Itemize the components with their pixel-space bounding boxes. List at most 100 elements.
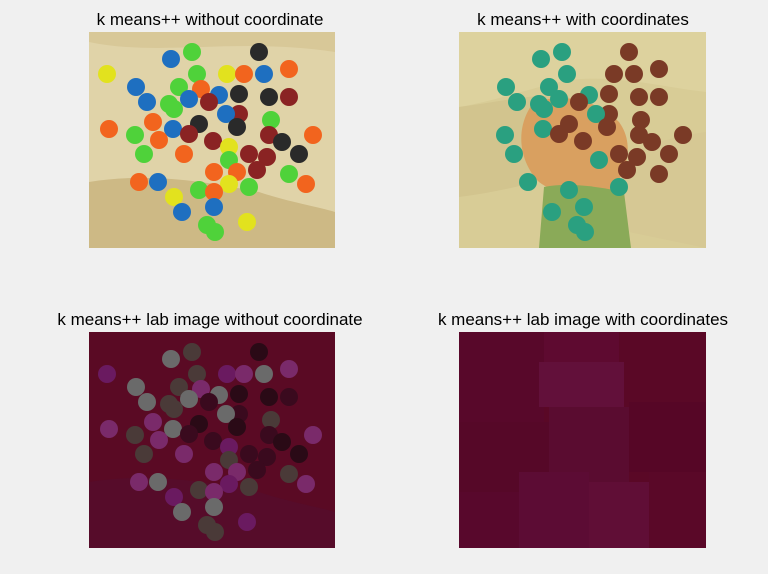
- candy-dot: [240, 178, 258, 196]
- candy-dot: [149, 473, 167, 491]
- panel-title-2: k means++ with coordinates: [477, 10, 689, 29]
- candy-dot: [496, 126, 514, 144]
- candy-dot: [200, 93, 218, 111]
- candy-dot: [164, 420, 182, 438]
- candy-dot: [255, 365, 273, 383]
- candy-dot: [180, 125, 198, 143]
- candy-dot: [553, 43, 571, 61]
- candy-dot: [280, 388, 298, 406]
- candy-dot: [238, 513, 256, 531]
- candy-dot: [188, 65, 206, 83]
- candy-dot: [190, 481, 208, 499]
- candy-dot: [273, 433, 291, 451]
- candy-dot: [250, 343, 268, 361]
- candy-dot: [235, 365, 253, 383]
- candy-dot: [540, 78, 558, 96]
- candy-dot: [206, 223, 224, 241]
- candy-dot: [240, 145, 258, 163]
- candy-dot: [290, 445, 308, 463]
- candy-dot: [144, 113, 162, 131]
- candy-dot: [628, 148, 646, 166]
- candy-dot: [175, 445, 193, 463]
- candy-dot: [135, 445, 153, 463]
- candy-dot: [228, 418, 246, 436]
- candy-dot: [262, 411, 280, 429]
- candy-dot: [220, 138, 238, 156]
- image-kmeans-no-coord: [89, 32, 335, 248]
- candy-dot: [532, 50, 550, 68]
- candy-dot: [238, 213, 256, 231]
- candy-dot: [150, 431, 168, 449]
- candy-dot: [100, 420, 118, 438]
- candy-dot: [240, 478, 258, 496]
- candy-dot: [505, 145, 523, 163]
- candy-dot: [535, 100, 553, 118]
- candy-dot: [180, 390, 198, 408]
- candy-dot: [258, 448, 276, 466]
- candy-dot: [248, 161, 266, 179]
- candy-dot: [297, 175, 315, 193]
- candy-dot: [620, 43, 638, 61]
- candy-dot: [162, 350, 180, 368]
- candy-dot: [204, 432, 222, 450]
- candy-dot: [218, 365, 236, 383]
- image-lab-with-coord: [459, 332, 706, 548]
- candy-dot: [130, 173, 148, 191]
- candy-dot: [550, 125, 568, 143]
- candy-dot: [632, 111, 650, 129]
- candy-dot: [180, 425, 198, 443]
- candy-dot: [218, 65, 236, 83]
- candy-dot: [190, 181, 208, 199]
- candy-dot: [558, 65, 576, 83]
- candy-dot: [144, 413, 162, 431]
- candy-dot: [618, 161, 636, 179]
- candy-dot: [590, 151, 608, 169]
- candy-dot: [200, 393, 218, 411]
- candy-dot: [127, 378, 145, 396]
- candy-dot: [650, 60, 668, 78]
- candy-dot: [280, 165, 298, 183]
- candy-dot: [98, 365, 116, 383]
- candy-dot: [550, 90, 568, 108]
- candy-dot: [165, 400, 183, 418]
- candy-dot: [173, 503, 191, 521]
- candy-dot: [138, 393, 156, 411]
- candy-dot: [175, 145, 193, 163]
- candy-dot: [127, 78, 145, 96]
- candy-dot: [625, 65, 643, 83]
- candy-dot: [497, 78, 515, 96]
- candy-dot: [205, 483, 223, 501]
- image-lab-with-coord-canvas: [459, 332, 706, 548]
- candy-dot: [534, 120, 552, 138]
- candy-dot: [220, 475, 238, 493]
- candy-dot: [262, 111, 280, 129]
- candy-dot: [258, 148, 276, 166]
- candy-dot: [280, 465, 298, 483]
- candy-dot: [240, 445, 258, 463]
- image-kmeans-with-coord-canvas: [459, 32, 706, 248]
- candy-dot: [250, 43, 268, 61]
- candy-dot: [230, 385, 248, 403]
- candy-dot: [138, 93, 156, 111]
- candy-dot: [192, 80, 210, 98]
- candy-dot: [205, 463, 223, 481]
- candy-dot: [643, 133, 661, 151]
- candy-dot: [130, 473, 148, 491]
- candy-dot: [304, 126, 322, 144]
- candy-dot: [574, 132, 592, 150]
- candy-dot: [217, 405, 235, 423]
- candy-dot: [205, 163, 223, 181]
- candy-dot: [98, 65, 116, 83]
- candy-dot: [280, 360, 298, 378]
- candy-dot: [235, 65, 253, 83]
- candy-dot: [304, 426, 322, 444]
- candy-dot: [610, 178, 628, 196]
- candy-dot: [217, 105, 235, 123]
- candy-dot: [228, 118, 246, 136]
- candy-dot: [205, 183, 223, 201]
- candy-dot: [570, 93, 588, 111]
- candy-dot: [280, 88, 298, 106]
- candy-dot: [273, 133, 291, 151]
- candy-dot: [188, 365, 206, 383]
- candy-dot: [170, 378, 188, 396]
